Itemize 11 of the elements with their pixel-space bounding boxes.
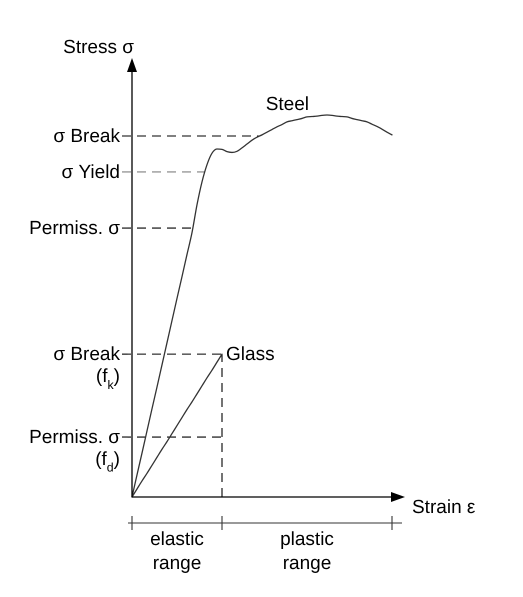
ref-line-label: Permiss. σ (f$_{d}$) [29, 427, 120, 475]
text: elastic range [150, 529, 204, 574]
ref-line-label: Permiss. σ [29, 218, 120, 240]
x-axis-title: Strain ε [412, 497, 476, 518]
ref-line-label: σ Break (f$_{k}$) [53, 344, 120, 392]
ref-line-label: σ Yield [61, 162, 120, 183]
y-axis-title: Stress σ [63, 37, 134, 58]
ref-line-label: σ Break [53, 126, 120, 148]
series-label: Steel [266, 94, 309, 115]
text: plastic range [280, 529, 334, 574]
series-label: Glass [226, 344, 275, 366]
